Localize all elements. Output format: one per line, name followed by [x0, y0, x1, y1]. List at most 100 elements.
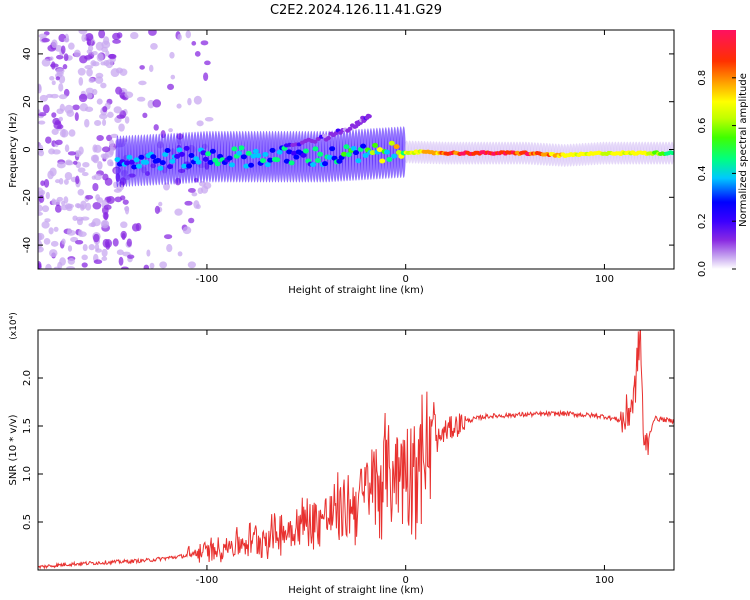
- spectrogram-track-point: [195, 159, 202, 165]
- spectrogram-noise-point: [113, 106, 122, 114]
- spectrogram-track-halo: [163, 133, 168, 185]
- spectrogram-noise-point: [76, 218, 83, 226]
- spectrogram-noise-point: [63, 178, 69, 185]
- spectrogram-noise-point: [112, 32, 121, 41]
- spectrogram-track-point: [207, 159, 214, 165]
- spectrogram-track-point: [395, 150, 402, 156]
- y-tick-label: 40: [22, 48, 33, 61]
- spectrogram-noise-point: [74, 203, 81, 208]
- snr-series-line: [38, 330, 674, 570]
- spectrogram-track-point: [317, 151, 324, 157]
- spectrogram-noise-point: [38, 204, 43, 212]
- spectrogram-noise-point: [73, 49, 81, 58]
- figure-title: C2E2.2024.126.11.41.G29: [270, 3, 442, 18]
- spectrogram-noise-point: [63, 196, 69, 204]
- spectrogram-noise-point: [110, 133, 119, 138]
- spectrogram-noise-point: [78, 93, 88, 103]
- spectrogram-noise-point: [72, 215, 78, 221]
- spectrogram-noise-point: [61, 238, 66, 245]
- spectrogram-noise-point: [81, 262, 88, 268]
- spectrogram-noise-point: [45, 191, 50, 200]
- colorbar-tick-label: 0.0: [697, 261, 708, 277]
- spectrogram-track-halo: [261, 130, 266, 183]
- spectrogram-track-point: [312, 146, 319, 152]
- spectrogram-noise-point: [58, 178, 64, 185]
- spectrogram-noise-point: [41, 205, 50, 213]
- spectrogram-track-halo: [392, 126, 397, 179]
- spectrogram-track-point: [669, 151, 674, 156]
- spectrogram-noise-point: [64, 144, 70, 153]
- spectrogram-noise-point: [84, 65, 94, 70]
- spectrogram-track-point: [329, 146, 336, 152]
- spectrogram-noise-point: [182, 226, 192, 235]
- spectrogram-noise-point: [101, 256, 108, 261]
- spectrogram-track-halo: [198, 131, 203, 183]
- spectrogram-track-point: [290, 150, 297, 156]
- spectrogram-noise-point: [38, 120, 46, 125]
- spectrogram-noise-point: [52, 149, 61, 155]
- spectrogram-noise-point: [152, 99, 162, 108]
- spectrogram-noise-point: [66, 266, 76, 269]
- spectrogram-noise-point: [116, 249, 124, 256]
- spectrogram-noise-point: [51, 39, 58, 49]
- spectrogram-noise-point: [197, 187, 204, 195]
- spectrogram-noise-point: [116, 114, 125, 119]
- snr-xlabel: Height of straight line (km): [288, 585, 424, 596]
- spectrogram-noise-point: [60, 45, 66, 54]
- spectrogram-track-halo: [231, 130, 236, 183]
- spectrogram-track-point: [321, 161, 328, 167]
- x-tick-label: 100: [595, 274, 614, 285]
- spectrogram-noise-point: [106, 111, 114, 118]
- spectrogram-noise-point: [138, 80, 147, 86]
- spectrogram-noise-point: [104, 177, 113, 186]
- spectrogram-noise-point: [86, 38, 92, 46]
- colorbar-tick-label: 0.4: [697, 165, 708, 181]
- spectrogram-track-halo: [210, 130, 215, 183]
- spectrogram-noise-point: [142, 112, 148, 119]
- spectrogram-track-point: [264, 162, 271, 168]
- spectrogram-noise-point: [75, 175, 80, 185]
- spectrogram-noise-point: [95, 72, 104, 79]
- spectrogram-track-point: [138, 154, 145, 160]
- spectrogram-plot-area: [38, 30, 674, 269]
- spectrogram-noise-point: [103, 36, 110, 45]
- spectrogram-track-halo: [306, 130, 311, 183]
- x-tick-label: 0: [403, 575, 409, 586]
- spectrogram-noise-point: [88, 244, 95, 251]
- spectrogram-noise-point: [45, 263, 52, 269]
- spectrogram-track-point: [372, 142, 379, 148]
- spectrogram-noise-point: [38, 261, 42, 269]
- spectrogram-noise-point: [54, 204, 62, 213]
- spectrogram-noise-point: [106, 196, 115, 204]
- spectrogram-branch-point: [326, 136, 332, 141]
- spectrogram-noise-point: [122, 199, 129, 205]
- y-tick-label: 0.5: [22, 514, 33, 530]
- spectrogram-noise-point: [46, 93, 54, 98]
- spectrogram-noise-point: [84, 118, 90, 128]
- spectrogram-noise-point: [38, 211, 43, 216]
- spectrogram-noise-point: [119, 68, 128, 76]
- spectrogram-noise-point: [61, 128, 66, 138]
- spectrogram-track-point: [126, 154, 133, 160]
- spectrogram-ylabel: Frequency (Hz): [8, 112, 19, 188]
- spectrogram-noise-point: [41, 58, 51, 67]
- spectrogram-noise-point: [99, 113, 108, 120]
- spectrogram-noise-point: [158, 201, 163, 207]
- spectrogram-track-halo: [237, 130, 242, 183]
- spectrogram-noise-point: [92, 233, 100, 243]
- y-tick-label: 2.0: [22, 370, 33, 386]
- spectrogram-track-point: [169, 158, 176, 164]
- spectrogram-track-point: [293, 154, 300, 160]
- spectrogram-noise-point: [177, 251, 183, 257]
- spectrogram-noise-point: [79, 55, 88, 64]
- spectrogram-noise-point: [85, 92, 93, 100]
- spectrogram-track-point: [310, 162, 317, 168]
- spectrogram-track-point: [252, 148, 259, 154]
- spectrogram-noise-point: [88, 222, 96, 227]
- spectrogram-noise-point: [102, 212, 109, 220]
- spectrogram-noise-point: [54, 139, 63, 145]
- spectrogram-noise-point: [196, 120, 204, 127]
- spectrogram-noise-point: [81, 172, 89, 177]
- spectrogram-track-halo: [356, 128, 361, 181]
- spectrogram-track-point: [128, 159, 135, 165]
